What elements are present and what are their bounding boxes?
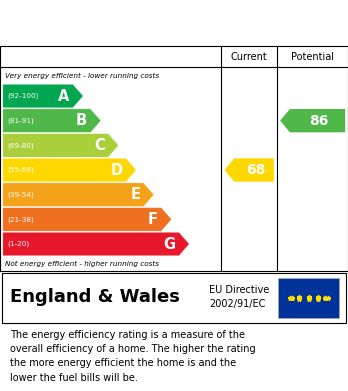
Text: (1-20): (1-20) xyxy=(8,241,30,247)
Text: The energy efficiency rating is a measure of the
overall efficiency of a home. T: The energy efficiency rating is a measur… xyxy=(10,330,256,383)
Polygon shape xyxy=(280,109,345,132)
Polygon shape xyxy=(3,158,136,182)
Polygon shape xyxy=(3,208,172,231)
Text: Not energy efficient - higher running costs: Not energy efficient - higher running co… xyxy=(5,260,159,267)
Text: 68: 68 xyxy=(246,163,266,177)
Text: D: D xyxy=(110,163,122,178)
Text: G: G xyxy=(164,237,175,251)
Text: (21-38): (21-38) xyxy=(8,216,34,222)
Text: E: E xyxy=(130,187,140,202)
Polygon shape xyxy=(3,84,84,108)
Text: (55-68): (55-68) xyxy=(8,167,34,173)
Text: Potential: Potential xyxy=(291,52,334,62)
Text: Current: Current xyxy=(230,52,267,62)
Text: C: C xyxy=(94,138,105,153)
Text: England & Wales: England & Wales xyxy=(10,288,180,306)
Bar xyxy=(278,278,339,318)
Text: (92-100): (92-100) xyxy=(8,93,39,99)
Text: (69-80): (69-80) xyxy=(8,142,34,149)
Text: (81-91): (81-91) xyxy=(8,117,34,124)
Polygon shape xyxy=(3,183,154,206)
Polygon shape xyxy=(3,232,189,256)
Text: F: F xyxy=(148,212,158,227)
Polygon shape xyxy=(224,158,274,182)
Text: (39-54): (39-54) xyxy=(8,192,34,198)
Polygon shape xyxy=(3,109,101,133)
Text: A: A xyxy=(58,88,70,104)
Text: Energy Efficiency Rating: Energy Efficiency Rating xyxy=(10,16,232,30)
Text: 86: 86 xyxy=(310,114,329,128)
Text: EU Directive
2002/91/EC: EU Directive 2002/91/EC xyxy=(209,285,269,309)
Text: B: B xyxy=(76,113,87,128)
Text: Very energy efficient - lower running costs: Very energy efficient - lower running co… xyxy=(5,73,159,79)
Polygon shape xyxy=(3,133,119,157)
